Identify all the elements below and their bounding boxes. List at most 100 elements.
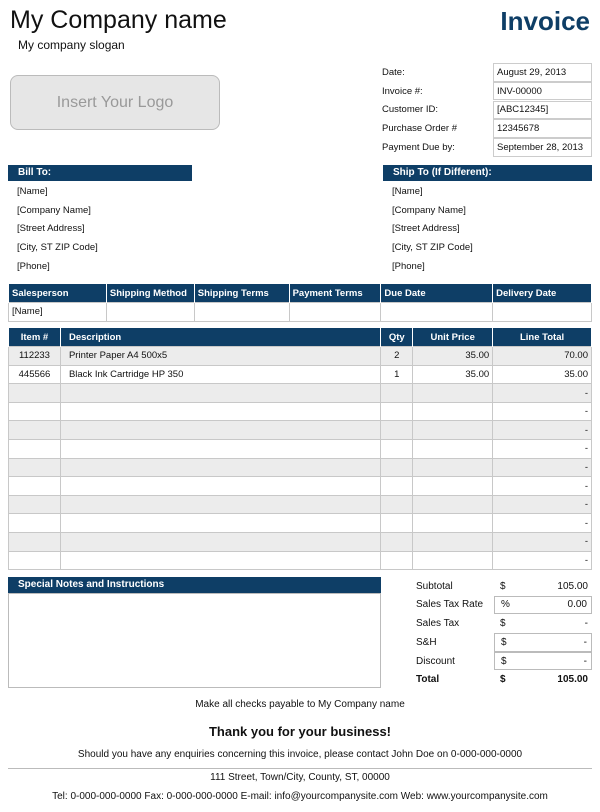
item-cell[interactable] bbox=[8, 439, 61, 459]
total-value-cell[interactable]: $ - bbox=[494, 651, 592, 671]
item-cell[interactable] bbox=[380, 494, 414, 515]
ship-to-line[interactable]: [City, ST ZIP Code] bbox=[392, 242, 473, 254]
item-cell[interactable] bbox=[59, 494, 382, 515]
divider bbox=[8, 768, 592, 769]
shipping-cell[interactable] bbox=[380, 302, 494, 322]
item-cell[interactable] bbox=[412, 550, 494, 571]
item-cell[interactable] bbox=[8, 383, 61, 403]
item-cell[interactable]: 35.00 bbox=[492, 364, 592, 385]
item-cell[interactable] bbox=[59, 550, 382, 571]
item-cell[interactable] bbox=[380, 439, 414, 459]
item-cell[interactable]: 35.00 bbox=[412, 346, 494, 366]
item-cell[interactable] bbox=[59, 383, 382, 403]
item-cell[interactable]: - bbox=[492, 420, 592, 441]
info-value[interactable]: 12345678 bbox=[493, 119, 592, 138]
item-cell[interactable] bbox=[412, 420, 494, 441]
item-cell[interactable] bbox=[59, 476, 382, 496]
ship-to-line[interactable]: [Name] bbox=[392, 186, 423, 197]
total-value-cell: $ - bbox=[494, 614, 592, 633]
item-cell[interactable]: 112233 bbox=[8, 346, 61, 366]
ship-to-line[interactable]: [Phone] bbox=[392, 260, 425, 272]
item-cell[interactable]: - bbox=[492, 513, 592, 534]
shipping-cell[interactable] bbox=[105, 302, 195, 322]
item-cell[interactable]: - bbox=[492, 383, 592, 403]
shipping-cell[interactable] bbox=[288, 302, 382, 322]
shipping-cell[interactable] bbox=[492, 302, 592, 322]
item-cell[interactable] bbox=[380, 513, 414, 534]
total-value-cell[interactable]: $ - bbox=[494, 633, 592, 652]
table-row: - bbox=[8, 494, 592, 515]
total-row: Sales Tax $ - bbox=[416, 614, 592, 633]
item-cell[interactable] bbox=[8, 494, 61, 515]
info-value[interactable]: September 28, 2013 bbox=[493, 138, 592, 157]
item-cell[interactable] bbox=[380, 383, 414, 403]
item-cell[interactable]: - bbox=[492, 532, 592, 552]
item-cell[interactable] bbox=[412, 439, 494, 459]
item-cell[interactable] bbox=[8, 476, 61, 496]
info-value[interactable]: INV-00000 bbox=[493, 81, 592, 101]
ship-to-line[interactable]: [Street Address] bbox=[392, 223, 460, 235]
item-cell[interactable] bbox=[380, 532, 414, 552]
item-cell[interactable]: Printer Paper A4 500x5 bbox=[59, 346, 382, 366]
total-value: - bbox=[584, 618, 588, 630]
item-cell[interactable] bbox=[412, 532, 494, 552]
item-cell[interactable]: - bbox=[492, 550, 592, 571]
notes-box[interactable] bbox=[8, 593, 381, 688]
item-cell[interactable] bbox=[59, 439, 382, 459]
item-cell[interactable] bbox=[59, 513, 382, 534]
total-value-cell[interactable]: % 0.00 bbox=[494, 595, 592, 615]
company-slogan: My company slogan bbox=[18, 38, 125, 52]
item-cell[interactable]: 2 bbox=[380, 346, 414, 366]
item-cell[interactable]: - bbox=[492, 476, 592, 496]
item-cell[interactable] bbox=[8, 401, 61, 422]
item-cell[interactable] bbox=[412, 401, 494, 422]
info-value[interactable]: August 29, 2013 bbox=[493, 63, 592, 82]
item-cell[interactable] bbox=[412, 476, 494, 496]
info-row: Invoice #: INV-00000 bbox=[382, 81, 592, 101]
item-cell[interactable]: - bbox=[492, 439, 592, 459]
item-cell[interactable]: 70.00 bbox=[492, 346, 592, 366]
item-cell[interactable] bbox=[412, 494, 494, 515]
item-cell[interactable] bbox=[380, 457, 414, 478]
company-address: 111 Street, Town/City, County, ST, 00000 bbox=[210, 772, 390, 783]
shipping-cell[interactable] bbox=[193, 302, 290, 322]
ship-to-line[interactable]: [Company Name] bbox=[392, 204, 466, 216]
item-cell[interactable]: 445566 bbox=[8, 364, 61, 385]
item-cell[interactable] bbox=[380, 476, 414, 496]
item-cell[interactable]: 1 bbox=[380, 364, 414, 385]
bill-to-line[interactable]: [Phone] bbox=[17, 260, 50, 272]
items-header: Qty bbox=[380, 328, 414, 347]
bill-to-line[interactable]: [Street Address] bbox=[17, 223, 85, 235]
total-value: - bbox=[583, 655, 587, 667]
bill-to-line[interactable]: [Company Name] bbox=[17, 204, 91, 216]
item-cell[interactable] bbox=[8, 550, 61, 571]
item-cell[interactable] bbox=[59, 420, 382, 441]
total-label: Discount bbox=[416, 655, 455, 667]
total-label: Subtotal bbox=[416, 580, 453, 592]
item-cell[interactable] bbox=[8, 532, 61, 552]
item-cell[interactable] bbox=[59, 401, 382, 422]
item-cell[interactable]: - bbox=[492, 401, 592, 422]
item-cell[interactable] bbox=[8, 513, 61, 534]
item-cell[interactable]: 35.00 bbox=[412, 364, 494, 385]
bill-to-line[interactable]: [City, ST ZIP Code] bbox=[17, 242, 98, 254]
item-cell[interactable] bbox=[380, 550, 414, 571]
table-row: - bbox=[8, 532, 592, 552]
item-cell[interactable] bbox=[412, 457, 494, 478]
bill-to-line[interactable]: [Name] bbox=[17, 186, 48, 197]
info-value[interactable]: [ABC12345] bbox=[493, 100, 592, 120]
total-symbol: $ bbox=[500, 618, 506, 630]
item-cell[interactable]: - bbox=[492, 457, 592, 478]
item-cell[interactable]: - bbox=[492, 494, 592, 515]
logo-placeholder[interactable]: Insert Your Logo bbox=[10, 75, 220, 130]
item-cell[interactable] bbox=[380, 420, 414, 441]
item-cell[interactable]: Black Ink Cartridge HP 350 bbox=[59, 364, 382, 385]
item-cell[interactable] bbox=[59, 532, 382, 552]
item-cell[interactable] bbox=[380, 401, 414, 422]
item-cell[interactable] bbox=[412, 383, 494, 403]
item-cell[interactable] bbox=[412, 513, 494, 534]
item-cell[interactable] bbox=[8, 457, 61, 478]
item-cell[interactable] bbox=[59, 457, 382, 478]
item-cell[interactable] bbox=[8, 420, 61, 441]
shipping-cell[interactable]: [Name] bbox=[8, 302, 107, 322]
